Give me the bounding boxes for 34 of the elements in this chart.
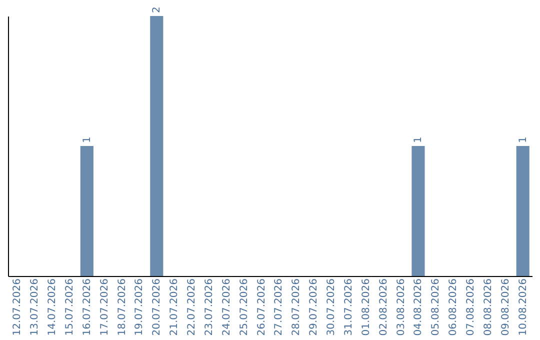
x-tick-label: 22.07.2026 — [186, 278, 198, 336]
x-tick-label: 18.07.2026 — [116, 278, 128, 336]
x-tick-label: 31.07.2026 — [343, 278, 354, 336]
x-tick-label: 19.07.2026 — [134, 278, 146, 336]
data-label: 2 — [152, 6, 163, 13]
x-tick-label: 06.08.2026 — [448, 278, 460, 336]
x-tick-label: 16.07.2026 — [82, 278, 93, 336]
data-label: 1 — [518, 136, 529, 143]
x-tick-label: 14.07.2026 — [47, 278, 58, 336]
x-tick-label: 27.07.2026 — [274, 278, 285, 336]
x-tick-label: 07.08.2026 — [466, 278, 477, 336]
x-tick-label: 30.07.2026 — [326, 278, 338, 336]
x-tick-label: 12.07.2026 — [12, 278, 24, 336]
x-tick-label: 17.07.2026 — [99, 278, 110, 336]
x-tick-label: 03.08.2026 — [396, 278, 407, 336]
x-tick-label: 08.08.2026 — [482, 278, 494, 336]
x-tick-label: 10.08.2026 — [518, 278, 529, 336]
x-tick-label: 21.07.2026 — [169, 278, 180, 336]
x-tick-label: 01.08.2026 — [360, 278, 372, 336]
x-tick-label: 05.08.2026 — [430, 278, 442, 336]
data-label: 1 — [413, 136, 424, 143]
x-tick-label: 04.08.2026 — [413, 278, 424, 336]
x-tick-label: 09.08.2026 — [500, 278, 512, 336]
x-tick-label: 26.07.2026 — [256, 278, 268, 336]
x-tick-label: 24.07.2026 — [221, 278, 232, 336]
x-tick-label: 28.07.2026 — [291, 278, 302, 336]
x-tick-label: 25.07.2026 — [238, 278, 250, 336]
data-label: 1 — [82, 136, 93, 143]
x-tick-label: 23.07.2026 — [204, 278, 215, 336]
x-tick-label: 15.07.2026 — [64, 278, 76, 336]
x-tick-label: 20.07.2026 — [152, 278, 163, 336]
x-tick-label: 13.07.2026 — [30, 278, 41, 336]
x-tick-label: 02.08.2026 — [378, 278, 390, 336]
x-tick-label: 29.07.2026 — [308, 278, 320, 336]
